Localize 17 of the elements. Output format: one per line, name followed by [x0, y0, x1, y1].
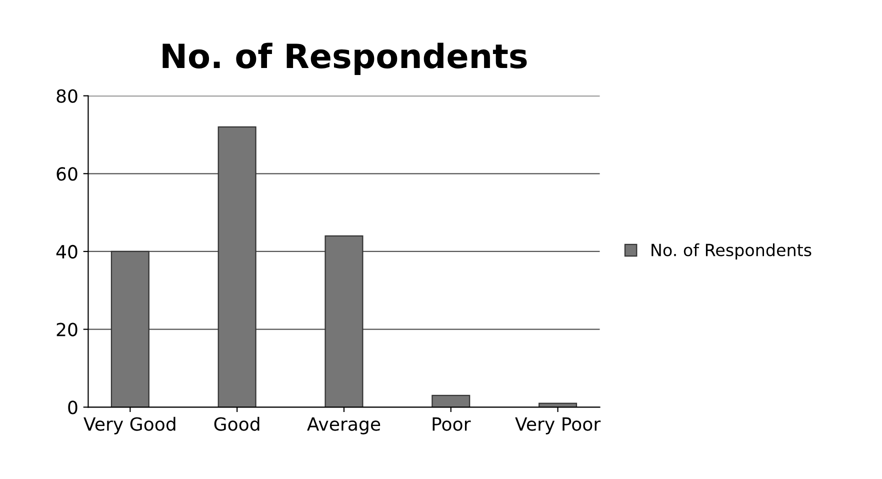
- y-tick-label: 20: [56, 322, 78, 336]
- x-tick-label: Poor: [432, 417, 471, 431]
- x-tick-label: Very Poor: [515, 417, 601, 434]
- legend-label: No. of Respondents: [652, 243, 812, 260]
- y-tick-label: 60: [56, 167, 78, 181]
- x-tick-label: Good: [214, 416, 260, 431]
- x-tick-label: Very Good: [84, 416, 176, 434]
- chart-title: No. of Respondents: [162, 42, 527, 75]
- y-tick-label: 80: [56, 89, 78, 103]
- bar: [324, 235, 364, 408]
- bar: [538, 402, 578, 408]
- y-tick-label: 0: [68, 400, 78, 414]
- bar: [218, 126, 256, 408]
- y-tick-label: 40: [56, 244, 78, 259]
- bar: [110, 250, 150, 408]
- bar: [432, 394, 470, 408]
- x-tick-label: Average: [307, 417, 380, 434]
